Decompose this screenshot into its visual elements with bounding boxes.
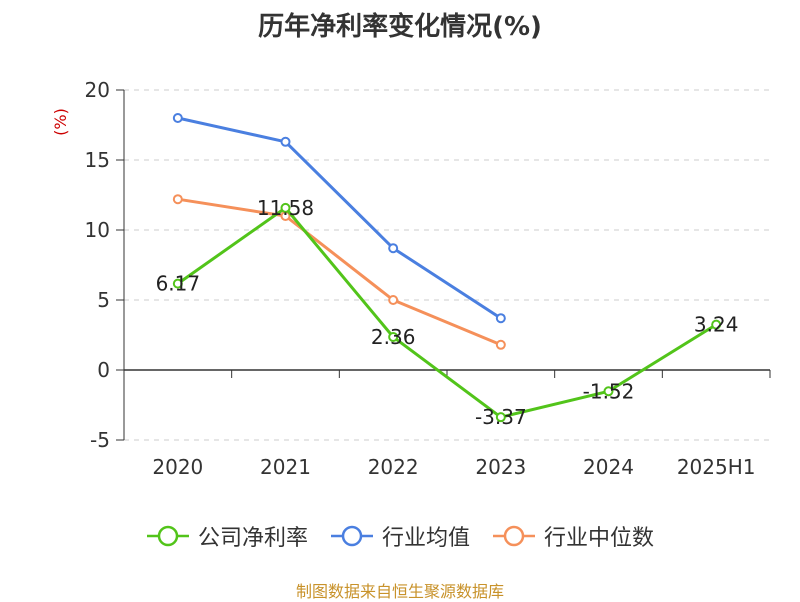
data-source-note: 制图数据来自恒生聚源数据库	[295, 582, 504, 601]
data-label: -1.52	[583, 379, 635, 403]
legend-item[interactable]: 行业均值	[330, 520, 470, 552]
data-point	[388, 331, 399, 342]
legend-marker-icon	[493, 525, 535, 547]
y-tick-label: 5	[97, 288, 110, 312]
x-tick-label: 2020	[152, 455, 203, 479]
legend-label: 行业中位数	[544, 526, 655, 551]
y-tick-label: 0	[97, 358, 110, 382]
series-line	[177, 197, 502, 347]
legend-marker-icon	[330, 525, 373, 547]
data-point	[388, 243, 399, 254]
x-tick-label: 2023	[475, 455, 526, 479]
legend-label: 行业均值	[381, 526, 470, 551]
legend-item[interactable]: 行业中位数	[492, 520, 654, 552]
data-point	[495, 313, 506, 324]
x-tick-label: 2024	[583, 455, 634, 479]
data-label: 11.58	[257, 196, 314, 220]
y-tick-label: 10	[85, 218, 110, 242]
series-line	[176, 206, 717, 419]
chart-legend: 公司净利率 行业均值 行业中位数	[0, 520, 800, 552]
chart-title: 历年净利率变化情况(%)	[258, 12, 542, 42]
data-point	[495, 412, 506, 423]
legend-marker-icon	[146, 525, 189, 547]
line-chart: 20 15 10 5 0 -5 2020 2021 2022 2023 2024 2025H1 6.17…	[85, 78, 771, 479]
data-point	[495, 339, 506, 350]
data-label: -3.37	[475, 405, 527, 429]
data-point	[603, 386, 614, 397]
series-line	[177, 116, 502, 320]
data-point	[172, 194, 183, 205]
data-point	[172, 278, 183, 289]
legend-label: 公司净利率	[197, 526, 308, 551]
data-label: 3.24	[694, 313, 739, 337]
legend-item[interactable]: 公司净利率	[146, 520, 308, 552]
data-point	[280, 136, 291, 147]
y-tick-label: 15	[85, 148, 110, 172]
data-label: 2.36	[371, 325, 416, 349]
data-label: 6.17	[156, 272, 201, 296]
y-tick-label: 20	[85, 78, 110, 102]
x-tick-label: 2025H1	[677, 455, 756, 479]
x-tick-label: 2021	[260, 455, 311, 479]
data-point	[711, 319, 722, 330]
y-tick-label: -5	[90, 428, 110, 452]
data-point	[388, 295, 399, 305]
data-point	[280, 202, 291, 213]
x-tick-label: 2022	[368, 455, 419, 479]
data-point	[172, 113, 183, 123]
